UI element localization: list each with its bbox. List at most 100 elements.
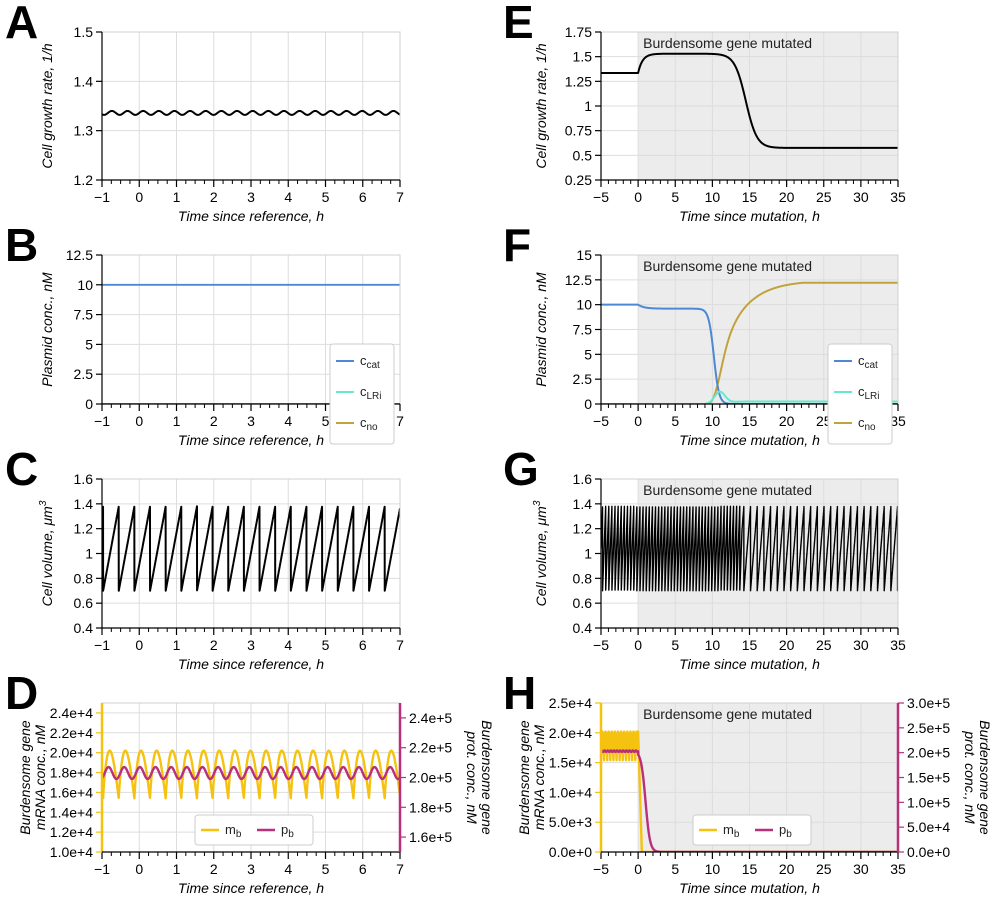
legend-label-base: m	[225, 822, 236, 837]
x-tick-label: 2	[210, 413, 218, 429]
legend: mb pb	[194, 814, 314, 846]
x-tick-label: 20	[779, 861, 795, 877]
x-axis-label: Time since reference, h	[178, 208, 324, 224]
x-tick-label: −1	[94, 637, 110, 653]
x-tick-label: 7	[396, 637, 404, 653]
y-tick-label: 1.5	[573, 49, 593, 65]
legend-label-base: p	[281, 822, 288, 837]
x-tick-label: 6	[359, 637, 367, 653]
y-tick-label: 1.5	[74, 24, 94, 40]
x-tick-label: 2	[210, 861, 218, 877]
panel-letter: B	[5, 219, 38, 271]
y-axis-label-sup: 3	[532, 500, 543, 506]
panel-letter: D	[5, 667, 38, 719]
x-tick-label: 5	[671, 413, 679, 429]
y-axis-label-line: mRNA conc., nM	[531, 725, 547, 831]
legend-label: ccat	[858, 353, 878, 371]
y2-axis-label-line: Burdensome gene	[977, 720, 993, 835]
y-tick-label: 1.4	[573, 496, 593, 512]
x-tick-label: 35	[890, 861, 906, 877]
x-axis-label: Time since reference, h	[178, 880, 324, 896]
x-tick-label: 35	[890, 413, 906, 429]
y-tick-label: 7.5	[74, 307, 94, 323]
legend-label: cno	[360, 415, 378, 433]
x-tick-label: 0	[634, 861, 642, 877]
series-group	[601, 52, 898, 149]
x-tick-label: −1	[94, 189, 110, 205]
y-tick-label: 10	[77, 277, 93, 293]
x-tick-label: 25	[816, 637, 832, 653]
y-axis-label: Cell volume, μm3	[38, 500, 55, 606]
y2-axis-label-line: Burdensome gene	[479, 720, 495, 835]
panel-D: −1 0 1 2 3 4 5 6 7 1.0e+4 1.2e+4 1.4e+4 1.6e+4 1.8e+4…	[5, 667, 495, 896]
panel-letter: E	[503, 0, 534, 48]
y-tick-label: 0.4	[573, 620, 593, 636]
x-tick-label: 35	[890, 637, 906, 653]
x-tick-label: 5	[322, 189, 330, 205]
y-tick-label: 12.5	[565, 272, 592, 288]
x-axis-label: Time since reference, h	[178, 432, 324, 448]
x-tick-label: 3	[247, 637, 255, 653]
x-tick-label: 5	[671, 637, 679, 653]
legend-label-base: c	[858, 384, 865, 399]
x-tick-label: 5	[322, 413, 330, 429]
y-tick-label: 2.0e+4	[549, 725, 592, 741]
y-tick-label: 1.2	[74, 521, 94, 537]
mutation-annotation: Burdensome gene mutated	[643, 706, 812, 722]
panel-H: −5 0 5 10 15 20 25 30 350.0e+05.0e+31.0e+41.5e+4…	[503, 667, 993, 896]
y-axis-label: Plasmid conc., nM	[533, 272, 549, 387]
y-tick-label: 1.25	[565, 73, 592, 89]
x-tick-label: 15	[742, 637, 758, 653]
y-tick-label: 5	[85, 336, 93, 352]
y-axis-label-line: Burdensome gene	[17, 720, 33, 835]
x-tick-label: 15	[742, 861, 758, 877]
mutation-annotation: Burdensome gene mutated	[643, 258, 812, 274]
y-tick-label: 12.5	[66, 247, 93, 263]
x-axis-label: Time since mutation, h	[679, 208, 820, 224]
x-tick-label: 7	[396, 413, 404, 429]
legend: mb pb	[692, 814, 812, 846]
x-tick-label: 25	[816, 189, 832, 205]
legend-label-base: m	[723, 822, 734, 837]
x-tick-label: 10	[705, 189, 721, 205]
legend-label-base: p	[779, 822, 786, 837]
legend-label: cLRi	[858, 384, 880, 402]
mutation-annotation: Burdensome gene mutated	[643, 35, 812, 51]
y-tick-label: 1.4	[74, 496, 94, 512]
y-tick-label: 0.25	[565, 172, 592, 188]
x-axis-label: Time since mutation, h	[679, 656, 820, 672]
y-tick-label: 2.5	[74, 366, 94, 382]
y-tick-label: 15	[576, 247, 592, 263]
volume-line	[601, 505, 898, 592]
growth-rate-line	[601, 52, 898, 149]
y-tick-label: 0.5	[573, 147, 593, 163]
x-tick-label: 5	[322, 637, 330, 653]
legend-box	[194, 814, 314, 846]
panel-letter: F	[503, 219, 531, 271]
y2-axis-label: Burdensome geneprot. conc., nM	[962, 720, 993, 835]
y-tick-label: 0	[85, 396, 93, 412]
y-axis-label: Burdensome genemRNA conc., nM	[17, 720, 48, 835]
y-tick-label: 2.5e+4	[549, 695, 592, 711]
x-tick-label: 2	[210, 189, 218, 205]
x-axis-label: Time since mutation, h	[679, 432, 820, 448]
series-group	[102, 749, 400, 800]
panel-A: −1 0 1 2 3 4 5 6 7 1.2 1.3 1.4 1.5 Time since referen…	[5, 0, 404, 224]
y-tick-label: 1.4	[74, 73, 94, 89]
y-axis-label: Burdensome genemRNA conc., nM	[516, 720, 547, 835]
x-tick-label: 20	[779, 637, 795, 653]
y-axis-label: Cell growth rate, 1/h	[39, 43, 55, 168]
x-tick-label: 15	[742, 189, 758, 205]
y-tick-label: 0.75	[565, 123, 592, 139]
y-tick-label: 0.6	[74, 595, 94, 611]
volume-line	[102, 505, 400, 592]
panel-letter: A	[5, 0, 38, 48]
legend-box	[329, 343, 395, 445]
x-axis-label: Time since reference, h	[178, 656, 324, 672]
y-tick-label: 0	[584, 396, 592, 412]
legend-label-base: c	[360, 415, 367, 430]
y-axis-label: Plasmid conc., nM	[39, 272, 55, 387]
y-tick-label: 0.8	[74, 570, 94, 586]
